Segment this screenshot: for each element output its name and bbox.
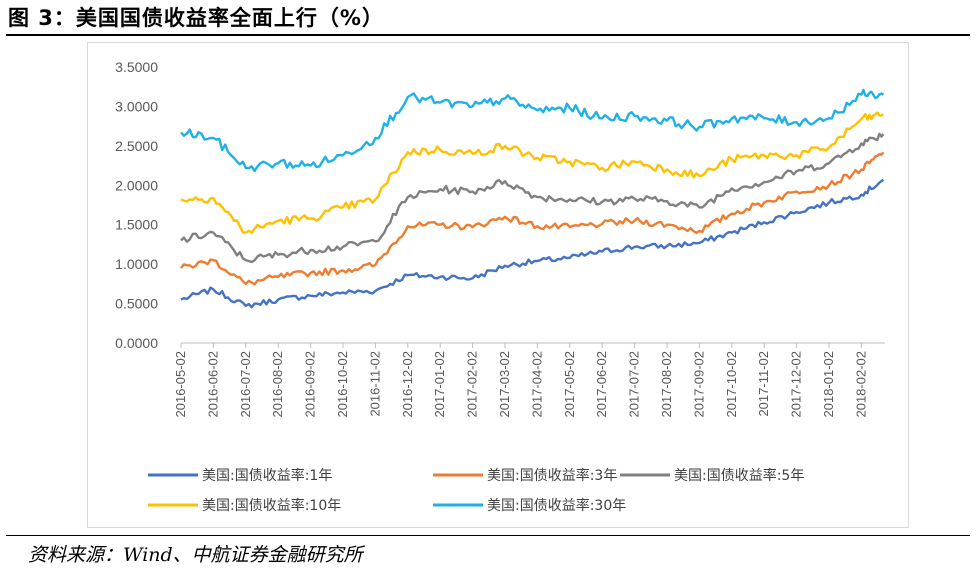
source-rule: [6, 535, 970, 536]
x-tick-label: 2017-05-02: [562, 351, 577, 418]
x-tick-label: 2017-12-02: [789, 351, 804, 418]
legend-label: 美国:国债收益率:10年: [202, 497, 341, 514]
x-tick-label: 2016-12-02: [400, 351, 415, 418]
series-line: [180, 88, 884, 173]
legend-label: 美国:国债收益率:30年: [487, 497, 626, 514]
series-line: [180, 178, 885, 309]
legend-label: 美国:国债收益率:5年: [674, 467, 804, 484]
x-tick-label: 2017-02-02: [465, 351, 480, 418]
y-tick-label: 3.0000: [115, 98, 158, 114]
x-tick-label: 2017-06-02: [594, 351, 609, 418]
x-tick-label: 2018-01-02: [821, 351, 836, 418]
y-tick-label: 2.5000: [115, 138, 158, 154]
source-note: 资料来源：Wind、中航证券金融研究所: [28, 544, 363, 566]
x-tick-label: 2017-11-02: [756, 351, 771, 417]
y-tick-label: 1.0000: [115, 256, 158, 272]
x-tick-label: 2016-11-02: [367, 351, 382, 417]
y-tick-label: 1.5000: [115, 217, 158, 233]
x-tick-label: 2017-09-02: [691, 351, 706, 418]
x-tick-label: 2017-03-02: [497, 351, 512, 418]
y-tick-label: 0.0000: [115, 335, 158, 351]
x-tick-label: 2016-10-02: [335, 351, 350, 418]
x-tick-label: 2016-07-02: [238, 351, 253, 418]
x-tick-label: 2016-06-02: [205, 351, 220, 418]
x-tick-label: 2016-09-02: [303, 351, 318, 418]
y-tick-label: 2.0000: [115, 177, 158, 193]
chart-panel: 0.0000 0.5000 1.0000 1.5000 2.0000 2.5000 3.00…: [87, 42, 909, 528]
title-rule: [6, 34, 970, 36]
x-tick-label: 2017-04-02: [529, 351, 544, 418]
x-tick-label: 2017-10-02: [724, 351, 739, 418]
series-line: [180, 132, 885, 264]
figure-title: 图 3：美国国债收益率全面上行（%）: [8, 6, 384, 30]
legend-label: 美国:国债收益率:1年: [202, 467, 332, 484]
x-tick-label: 2017-07-02: [627, 351, 642, 418]
x-tick-label: 2018-02-02: [853, 351, 868, 418]
series-line: [180, 111, 885, 234]
x-tick-label: 2017-01-02: [432, 351, 447, 418]
x-tick-label: 2016-05-02: [173, 351, 188, 418]
y-tick-label: 3.5000: [115, 59, 158, 75]
legend-label: 美国:国债收益率:3年: [487, 467, 617, 484]
line-chart: 0.0000 0.5000 1.0000 1.5000 2.0000 2.5000 3.00…: [115, 59, 885, 514]
series-line: [180, 151, 885, 286]
x-tick-label: 2017-08-02: [659, 351, 674, 418]
x-tick-label: 2016-08-02: [270, 351, 285, 418]
y-tick-label: 0.5000: [115, 296, 158, 312]
